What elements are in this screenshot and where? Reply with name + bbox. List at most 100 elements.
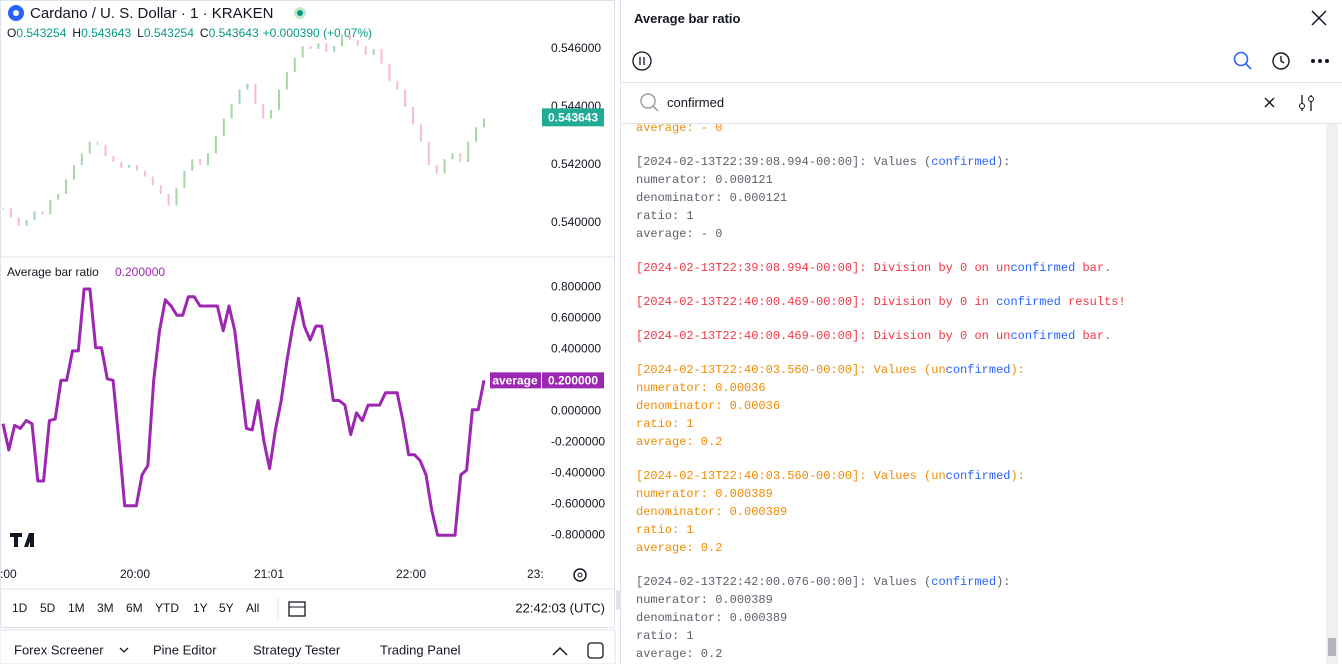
price-bar: [333, 46, 336, 52]
price-bar: [41, 211, 44, 215]
price-bar: [222, 118, 225, 136]
clear-search[interactable]: [1264, 97, 1275, 108]
log-line: [2024-02-13T22:40:03.560-00:00]: Values …: [636, 469, 1025, 483]
range-button[interactable]: 5D: [40, 601, 56, 615]
price-bar: [246, 83, 249, 90]
price-bar: [33, 211, 36, 221]
log-line: numerator: 0.000389: [636, 593, 773, 607]
search-highlight: confirmed: [1010, 261, 1076, 275]
series-tag-value: 0.200000: [548, 374, 598, 388]
price-bar: [459, 153, 462, 163]
range-button[interactable]: 1D: [12, 601, 28, 615]
chart-frame: [0, 0, 615, 628]
ohlc-key: O: [7, 26, 16, 40]
range-button[interactable]: YTD: [155, 601, 179, 615]
bottom-tab[interactable]: Strategy Tester: [253, 642, 341, 657]
price-bar: [404, 89, 407, 107]
price-bar: [191, 159, 194, 171]
y-tick-label: 0.400000: [551, 342, 601, 356]
bottom-tab[interactable]: Forex Screener: [14, 642, 104, 657]
search-highlight: confirmed: [945, 363, 1011, 377]
market-status-dot: [297, 10, 303, 16]
price-bar: [128, 164, 131, 168]
y-tick-label: 0.600000: [551, 311, 601, 325]
search-icon: [640, 93, 659, 112]
close-button[interactable]: [1311, 10, 1327, 26]
price-bar: [388, 63, 391, 81]
log-entry: [2024-02-13T22:40:03.560-00:00]: Values …: [636, 467, 1326, 557]
x-tick-label: :00: [0, 567, 17, 581]
log-line: numerator: 0.000121: [636, 173, 773, 187]
log-line: [2024-02-13T22:42:00.076-00:00]: Values …: [636, 575, 1011, 589]
range-button[interactable]: All: [246, 601, 259, 615]
price-bar: [451, 153, 454, 160]
search-highlight: confirmed: [996, 295, 1061, 309]
price-bar: [238, 89, 241, 105]
price-bar: [214, 135, 217, 154]
search-input[interactable]: confirmed: [667, 95, 725, 110]
calendar-icon[interactable]: [288, 601, 306, 617]
y-tick-label: -0.600000: [551, 496, 605, 510]
price-bar: [364, 46, 367, 55]
price-tag-label: 0.543643: [548, 111, 598, 125]
chevron[interactable]: [119, 647, 129, 653]
collapse-icon[interactable]: [552, 646, 568, 656]
bottom-tab[interactable]: Pine Editor: [153, 642, 217, 657]
log-entry: [2024-02-13T22:40:00.469-00:00]: Divisio…: [636, 293, 1326, 311]
price-bar: [104, 144, 107, 157]
clock: 22:42:03 (UTC): [515, 600, 605, 615]
price-bar: [435, 164, 438, 174]
y-tick-label: 0.542000: [551, 157, 601, 171]
price-bar: [57, 193, 60, 200]
log-line: ratio: 1: [636, 417, 694, 431]
ohlc-value: 0.543643: [209, 26, 259, 40]
search-button[interactable]: [1233, 51, 1252, 70]
range-button[interactable]: 1Y: [193, 601, 208, 615]
resize-handle[interactable]: [616, 590, 620, 610]
indicator-value: 0.200000: [115, 265, 165, 279]
log-line: ratio: 1: [636, 523, 694, 537]
filter-button[interactable]: [1299, 95, 1314, 111]
maximize-icon[interactable]: [587, 642, 604, 659]
scroll-thumb[interactable]: [1328, 638, 1336, 656]
price-bar: [380, 48, 383, 64]
price-bar: [309, 46, 312, 49]
ohlc-row: O0.543254 H0.543643 L0.543254 C0.543643 +0.0…: [7, 26, 372, 40]
price-bar: [348, 34, 351, 41]
log-entry: average: - 0: [636, 124, 1326, 137]
price-bar: [183, 170, 186, 189]
ohlc-key: C: [200, 26, 209, 40]
range-button[interactable]: 6M: [126, 601, 143, 615]
history-button[interactable]: [1272, 52, 1290, 70]
ohlc-key: H: [72, 26, 81, 40]
bottom-tab[interactable]: Trading Panel: [380, 642, 461, 657]
log-entry: [2024-02-13T22:40:03.560-00:00]: Values …: [636, 361, 1326, 451]
pause-button[interactable]: [632, 51, 652, 71]
log-line: ratio: 1: [636, 629, 694, 643]
price-bar: [143, 170, 146, 177]
series-tag-name: average: [492, 374, 538, 388]
price-bar: [175, 188, 178, 206]
price-bar: [483, 118, 485, 128]
range-button[interactable]: 5Y: [219, 601, 234, 615]
log-list: average: - 0 [2024-02-13T22:39:08.994-00:…: [636, 124, 1326, 664]
price-bar: [301, 46, 304, 58]
more-button[interactable]: [1311, 59, 1329, 63]
price-bar: [207, 153, 210, 165]
range-button[interactable]: 1M: [68, 601, 85, 615]
search-highlight: confirmed: [945, 469, 1011, 483]
log-line: [2024-02-13T22:39:08.994-00:00]: Values …: [636, 155, 1011, 169]
log-line: average: 0.2: [636, 541, 723, 555]
y-tick-label: -0.800000: [551, 527, 605, 541]
range-button[interactable]: 3M: [97, 601, 114, 615]
price-bar: [317, 43, 320, 49]
price-bar: [25, 220, 28, 226]
price-bar: [341, 34, 344, 47]
scrollbar[interactable]: [1326, 124, 1338, 664]
price-bar: [356, 40, 359, 47]
panel-icons: [621, 10, 1342, 124]
log-line: denominator: 0.000389: [636, 611, 788, 625]
settings-icon[interactable]: [573, 568, 587, 582]
price-bar: [372, 48, 375, 55]
price-bar: [277, 89, 280, 110]
